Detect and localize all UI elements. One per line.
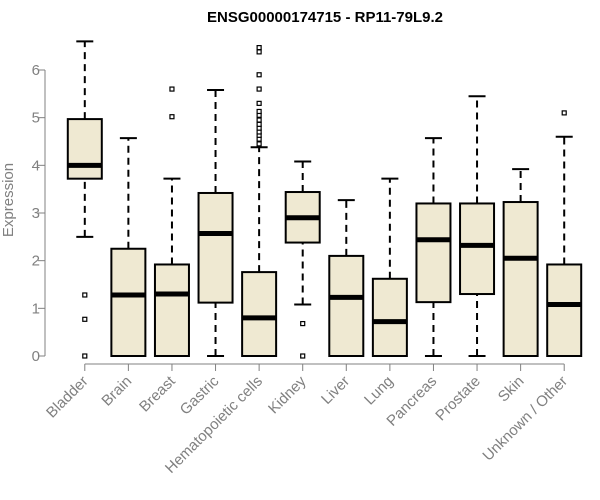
x-tick-label: Bladder	[43, 373, 92, 422]
iqr-box	[153, 263, 190, 358]
box-hematopoietic-cells	[241, 44, 278, 357]
y-tick-label: 2	[32, 253, 40, 270]
x-tick-label: Prostate	[432, 373, 484, 425]
box-kidney	[284, 160, 321, 359]
iqr-box	[110, 247, 147, 357]
outlier-point	[256, 86, 262, 92]
y-tick-label: 1	[32, 300, 40, 317]
box-gastric	[197, 89, 234, 357]
x-tick-label: Lung	[361, 373, 397, 409]
box-pancreas	[415, 137, 452, 357]
box-skin	[502, 168, 539, 357]
iqr-box	[459, 202, 496, 296]
y-tick-label: 4	[32, 157, 40, 174]
box-breast	[153, 86, 190, 358]
box-brain	[110, 137, 147, 357]
y-tick-label: 0	[32, 348, 40, 365]
outlier-point	[256, 72, 262, 78]
box-unknown-other	[546, 110, 583, 358]
iqr-box	[371, 277, 408, 357]
outlier-point	[169, 86, 175, 92]
chart-title: ENSG00000174715 - RP11-79L9.2	[207, 9, 443, 26]
x-tick-label: Liver	[318, 373, 353, 408]
y-axis-label: Expression	[0, 163, 17, 237]
x-tick-label: Skin	[495, 373, 528, 406]
y-axis: 0 1 2 3 4 5 6	[32, 62, 46, 365]
iqr-box	[415, 202, 452, 304]
outlier-point	[82, 292, 88, 298]
y-tick-label: 6	[32, 62, 40, 79]
x-tick-label: Brain	[98, 373, 135, 410]
x-tick-label: Breast	[136, 372, 179, 415]
outlier-point	[256, 49, 262, 55]
y-tick-label: 5	[32, 110, 40, 127]
outlier-point	[169, 114, 175, 120]
outlier-point	[256, 117, 262, 123]
outlier-point	[300, 353, 306, 359]
iqr-box	[328, 254, 365, 357]
outlier-point	[561, 110, 567, 116]
iqr-box	[546, 263, 583, 358]
outlier-point	[300, 320, 306, 327]
outlier-point	[256, 108, 262, 115]
outlier-point	[82, 353, 88, 359]
box-liver	[328, 199, 365, 357]
outlier-point	[256, 141, 262, 147]
iqr-box	[502, 201, 539, 357]
x-tick-label: Kidney	[265, 372, 310, 417]
box-bladder	[66, 40, 103, 359]
outlier-point	[256, 44, 262, 51]
box-series	[66, 40, 583, 359]
outlier-point	[256, 100, 262, 106]
box-lung	[371, 177, 408, 357]
iqr-box	[197, 191, 234, 304]
outlier-point	[256, 121, 262, 127]
iqr-box	[241, 271, 278, 357]
iqr-box	[66, 118, 103, 180]
outlier-point	[82, 316, 88, 322]
y-tick-label: 3	[32, 205, 40, 222]
box-prostate	[459, 95, 496, 357]
